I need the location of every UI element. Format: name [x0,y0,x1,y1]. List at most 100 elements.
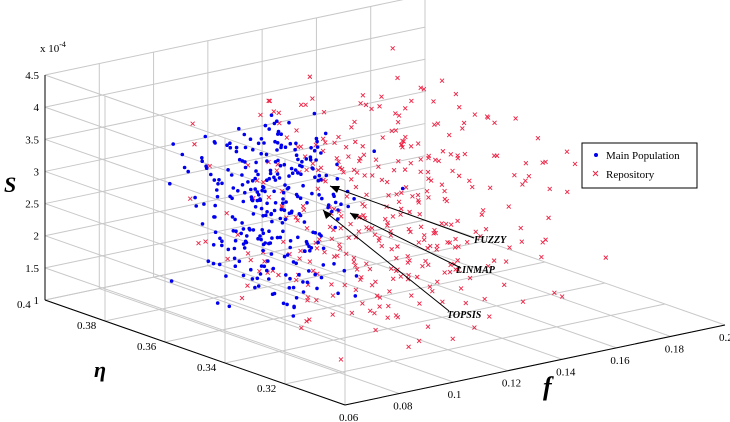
main-population-point [237,259,242,264]
topsis-label: TOPSIS [447,310,482,321]
f-tick-label: 0.16 [610,355,630,367]
main-population-point [270,236,274,240]
repository-point [559,294,565,299]
main-population-point [233,217,237,222]
main-population-point [290,209,294,214]
repository-point [329,236,335,242]
main-population-point [276,158,280,163]
repository-point [343,251,349,257]
main-population-point [243,145,248,150]
eta-tick-label: 0.38 [77,320,97,332]
main-population-point [240,221,244,225]
repository-point [353,184,359,190]
main-population-point [209,172,213,177]
main-population-point [216,182,220,186]
repository-point [421,237,427,243]
repository-point [358,274,364,280]
main-population-point [346,204,351,209]
main-population-point [271,266,276,271]
main-population-point [284,200,288,204]
repository-point [349,124,354,130]
repository-point [486,314,492,319]
main-population-point [323,131,328,136]
main-population-point [291,260,296,264]
main-population-point [273,139,277,144]
repository-point [348,221,353,227]
repository-point [341,169,346,175]
repository-point [512,172,517,178]
repository-point [379,177,385,183]
main-population-point [229,173,234,177]
s-tick-label: 2 [34,231,40,243]
main-population-point [250,198,255,203]
f-tick-label: 0.14 [556,366,576,378]
repository-point [456,173,462,179]
repository-point [372,310,377,316]
main-population-point [267,277,271,281]
main-population-point [248,228,252,232]
repository-point [390,214,396,219]
repository-point [322,249,327,255]
repository-point [458,286,464,291]
main-population-point [339,202,343,206]
main-population-point [333,200,338,205]
repository-point [379,94,384,100]
repository-point [352,119,357,125]
annotation-arrowheads [323,186,359,220]
main-population-point [294,153,299,157]
main-population-point [300,164,304,169]
main-population-point [244,240,249,245]
main-population-point [259,237,263,242]
main-population-point [333,225,338,230]
repository-point [330,312,336,317]
main-population-point [202,202,206,206]
main-population-point [285,187,290,191]
main-population-point [315,145,320,149]
repository-point [425,324,431,329]
repository-point [360,93,366,98]
repository-point [403,185,409,190]
repository-point [483,226,489,232]
main-population-point [258,234,262,238]
repository-point [439,78,445,83]
repository-point [439,182,445,188]
repository-point [427,284,433,290]
main-population-point [301,290,306,294]
main-population-point [265,159,269,163]
repository-point [402,106,408,111]
repository-point [362,173,367,178]
main-population-point [211,261,216,266]
main-population-point [230,215,235,219]
repository-point [393,111,398,116]
main-population-point [275,172,280,176]
repository-point [426,176,431,181]
main-population-point [326,203,331,207]
repository-point [349,310,355,316]
repository-point [327,224,333,230]
repository-point [394,255,399,261]
repository-point [433,230,439,236]
legend: Main Population Repository [581,142,698,189]
main-population-point [250,277,255,281]
repository-point [363,102,369,108]
repository-point [386,193,391,198]
repository-point [398,274,404,279]
repository-point [225,256,230,262]
main-population-point [335,177,340,181]
main-population-point [231,229,236,233]
main-population-point [200,159,204,163]
main-population-point [277,176,282,180]
main-population-point [243,190,247,195]
repository-point [329,282,334,287]
main-population-point [220,239,224,243]
main-population-point [241,227,246,231]
main-population-point [234,149,239,154]
repository-point [405,276,411,282]
main-population-point [293,147,297,152]
repository-point [393,128,399,133]
main-population-point [241,242,246,246]
repository-point [446,132,452,138]
repository-point [330,293,336,298]
repository-point [310,161,316,166]
repository-point [304,167,309,173]
